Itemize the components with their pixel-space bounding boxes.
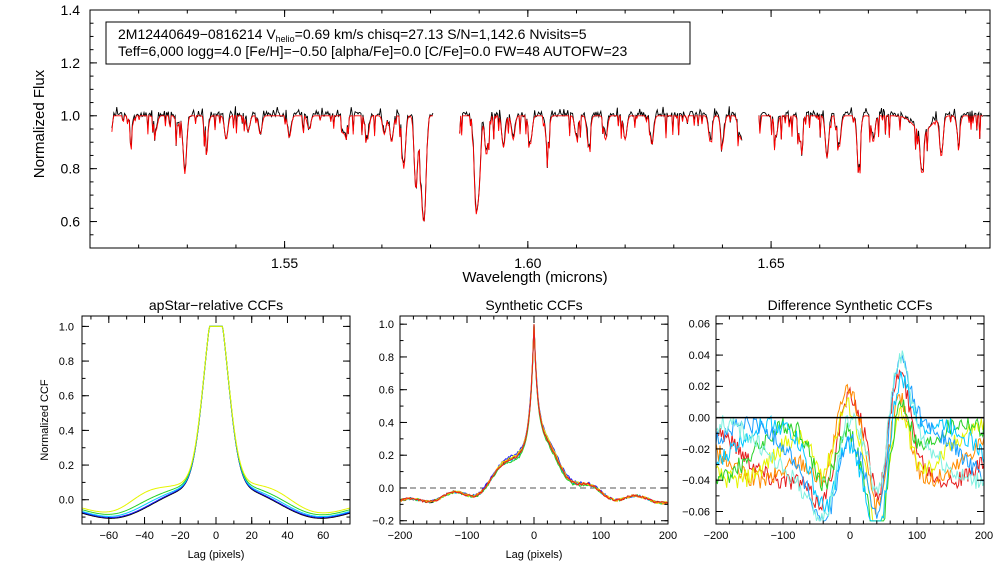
y-tick-label: 0.8 [61, 161, 81, 177]
x-tick-label: 0 [847, 530, 853, 542]
y-tick-label: 0.0 [59, 495, 74, 507]
diff-ccf-series-line [715, 350, 985, 522]
x-tick-label: 1.65 [757, 255, 784, 271]
synthetic-ccf-plot-area [399, 324, 669, 505]
x-tick-label: −60 [99, 530, 118, 542]
x-tick-label: −40 [135, 530, 154, 542]
y-tick-label: 0.8 [59, 356, 74, 368]
x-tick-label: 100 [592, 530, 610, 542]
model-spectrum-line [459, 115, 743, 215]
diff-ccf-ticks: −200 −100 0 100 200 −0.06 −0.04 −0.02 0.00 0.02 0.… [682, 316, 993, 542]
x-tick-label: −20 [171, 530, 190, 542]
y-tick-label: −0.2 [372, 516, 394, 528]
y-tick-label: 1.2 [61, 55, 81, 71]
y-tick-label: 0.8 [379, 352, 394, 364]
model-spectrum-line [758, 114, 983, 174]
diff-ccf-series-line [715, 399, 985, 522]
diff-ccf-plot-area [715, 350, 985, 522]
synthetic-ccf-ticks: −200 −100 0 100 200 −0.2 0.0 0.2 0.4 0.6 0.8 1.0 [372, 316, 677, 542]
y-tick-label: 0.0 [379, 483, 394, 495]
apstar-ccf-ylabel: Normalized CCF [39, 379, 51, 461]
x-tick-label: 0 [531, 530, 537, 542]
y-tick-label: −0.02 [682, 444, 710, 456]
x-tick-label: −100 [771, 530, 796, 542]
synthetic-ccf-xlabel: Lag (pixels) [506, 549, 563, 561]
spectrum-ticks: 1.55 1.60 1.65 0.6 0.8 1.0 1.2 1.4 [61, 2, 990, 271]
spectrum-annotation-box [105, 21, 691, 65]
diff-ccf-series-line [715, 383, 985, 515]
y-tick-label: 0.00 [689, 413, 710, 425]
x-tick-label: 1.60 [514, 255, 541, 271]
y-tick-label: 1.0 [61, 108, 81, 124]
x-tick-label: 40 [281, 530, 293, 542]
spectrum-xlabel: Wavelength (microns) [462, 269, 607, 286]
y-tick-label: 0.4 [379, 417, 394, 429]
y-tick-label: 0.02 [689, 381, 710, 393]
diff-ccf-panel: Difference Synthetic CCFs −200 −100 0 100 20… [682, 297, 993, 542]
x-tick-label: −100 [455, 530, 480, 542]
apstar-ccf-plot-area [81, 325, 351, 519]
x-tick-label: 60 [317, 530, 329, 542]
y-tick-label: −0.04 [682, 475, 710, 487]
ccf-series-line [81, 325, 351, 514]
x-tick-label: −200 [704, 530, 729, 542]
y-tick-label: −0.06 [682, 506, 710, 518]
spectrum-panel: 1.55 1.60 1.65 0.6 0.8 1.0 1.2 1.4 2M12440649−0… [31, 2, 991, 286]
x-tick-label: 200 [975, 530, 993, 542]
x-tick-label: 20 [246, 530, 258, 542]
y-tick-label: 0.6 [59, 391, 74, 403]
y-tick-label: 0.2 [379, 450, 394, 462]
diff-ccf-title: Difference Synthetic CCFs [768, 297, 933, 313]
y-tick-label: 0.6 [379, 385, 394, 397]
apstar-ccf-xlabel: Lag (pixels) [188, 549, 245, 561]
spectrum-plot-area [111, 106, 984, 222]
y-tick-label: 0.6 [61, 213, 81, 229]
synthetic-ccf-panel: Synthetic CCFs −200 −100 0 100 200 −0.2 0.0 0.2… [372, 297, 677, 561]
y-tick-label: 0.06 [689, 319, 710, 331]
y-tick-label: 0.04 [689, 350, 710, 362]
synthetic-ccf-title: Synthetic CCFs [485, 297, 582, 313]
y-tick-label: 1.0 [59, 321, 74, 333]
x-tick-label: 200 [659, 530, 677, 542]
spectrum-ylabel: Normalized Flux [31, 69, 48, 178]
x-tick-label: 100 [908, 530, 926, 542]
x-tick-label: −200 [388, 530, 413, 542]
y-tick-label: 0.2 [59, 460, 74, 472]
diff-ccf-series-line [715, 371, 985, 522]
model-spectrum-line [111, 114, 433, 222]
diff-ccf-series-line [715, 354, 985, 522]
x-tick-label: 0 [213, 530, 219, 542]
apstar-ccf-ticks: −60 −40 −20 0 20 40 60 0.0 0.2 0.4 0.6 0.8 1.0 [59, 316, 350, 542]
x-tick-label: 1.55 [271, 255, 298, 271]
diff-ccf-series-line [715, 397, 985, 522]
y-tick-label: 0.4 [59, 425, 74, 437]
annotation-line-1: 2M12440649−0816214 Vhelio=0.69 km/s chis… [118, 26, 587, 44]
annotation-line-2: Teff=6,000 logg=4.0 [Fe/H]=−0.50 [alpha/… [118, 43, 627, 59]
apstar-ccf-panel: apStar−relative CCFs −60 −40 −20 0 20 40 60 0.0… [39, 297, 351, 561]
y-tick-label: 1.0 [379, 319, 394, 331]
apstar-ccf-title: apStar−relative CCFs [149, 297, 283, 313]
ccf-series-line [399, 324, 669, 504]
y-tick-label: 1.4 [61, 2, 81, 18]
